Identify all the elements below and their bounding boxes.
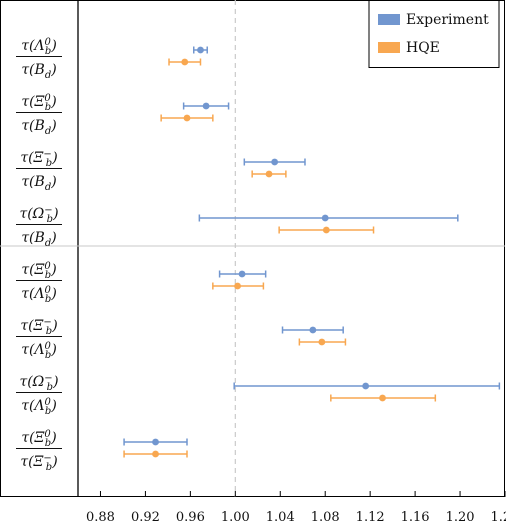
legend-label-experiment: Experiment [406, 12, 489, 28]
hqe-bar-point [152, 450, 159, 458]
ratio-numerator: τ(Ω− b) [19, 205, 58, 225]
experiment-bar-point [309, 326, 317, 334]
hqe-bar-point [181, 58, 189, 66]
error-bars [123, 46, 501, 458]
hqe-bar [160, 114, 214, 122]
x-tick-label: 0.96 [176, 510, 205, 525]
ratio-numerator: τ(Ξ− b) [20, 149, 57, 169]
ratio-numerator: τ(Λ0 b) [21, 37, 57, 57]
ratio-numerator: τ(Ξ0 b) [21, 261, 56, 281]
row-label-5: τ(Ξ− b) τ(Λ0 b) [16, 317, 62, 361]
experiment-bar [233, 382, 501, 390]
row-labels: τ(Λ0 b)τ(Bd)τ(Ξ0 b)τ(Bd)τ(Ξ− b)τ(Bd)τ(Ω− b)τ… [16, 37, 62, 473]
x-axis-ticks: 0.88 0.92 0.96 1.00 1.04 1.08 1.12 1.16 1.20 1.24 [86, 491, 506, 525]
x-tick-label: 1.00 [221, 510, 250, 525]
experiment-bar-point [362, 382, 370, 390]
ratio-denominator: τ(Bd) [21, 174, 56, 193]
experiment-bar [281, 326, 344, 334]
ratio-denominator: τ(Ξ− b) [20, 453, 57, 473]
legend: Experiment HQE [368, 0, 500, 68]
ratio-numerator: τ(Ξ0 b) [21, 93, 56, 113]
experiment-bar [182, 102, 230, 110]
experiment-bar [192, 46, 208, 54]
hqe-bar-point [265, 170, 273, 178]
ratio-numerator: τ(Ξ− b) [20, 317, 57, 337]
ratio-denominator: τ(Bd) [21, 62, 56, 81]
experiment-bar-point [321, 214, 329, 222]
experiment-bar [218, 270, 267, 278]
ratio-numerator: τ(Ω− b) [19, 373, 58, 393]
legend-swatch-hqe [378, 42, 400, 53]
hqe-bar [298, 338, 347, 346]
x-tick-label: 1.16 [401, 510, 430, 525]
ratio-denominator: τ(Λ0 b) [21, 341, 57, 361]
hqe-bar-point [322, 226, 330, 234]
experiment-bar [123, 438, 188, 446]
legend-swatch-experiment [378, 14, 400, 25]
hqe-bar-point [379, 394, 386, 402]
x-tick-label: 1.04 [266, 510, 295, 525]
x-tick-label: 0.92 [131, 510, 160, 525]
experiment-bar [243, 158, 306, 166]
hqe-bar [251, 170, 287, 178]
experiment-bar-point [197, 46, 204, 54]
x-tick-label: 1.24 [491, 510, 506, 525]
ratio-denominator: τ(Λ0 b) [21, 285, 57, 305]
row-label-3: τ(Ω− b) τ(Bd) [16, 205, 62, 249]
row-label-1: τ(Ξ0 b) τ(Bd) [16, 93, 62, 137]
row-label-0: τ(Λ0 b) τ(Bd) [16, 37, 62, 81]
experiment-bar-point [202, 102, 210, 110]
legend-label-hqe: HQE [406, 40, 440, 56]
row-label-2: τ(Ξ− b) τ(Bd) [16, 149, 62, 193]
x-tick-label: 1.12 [356, 510, 385, 525]
plot-frame [0, 0, 505, 497]
experiment-bar-point [238, 270, 246, 278]
ratio-denominator: τ(Bd) [21, 230, 56, 249]
x-tick-label: 1.08 [311, 510, 340, 525]
hqe-bar [123, 450, 188, 458]
ratio-numerator: τ(Ξ0 b) [21, 429, 56, 449]
x-tick-label: 1.20 [446, 510, 475, 525]
legend-box [368, 0, 500, 68]
hqe-bar [168, 58, 202, 66]
hqe-bar [330, 394, 437, 402]
row-label-6: τ(Ω− b) τ(Λ0 b) [16, 373, 62, 417]
ratio-denominator: τ(Λ0 b) [21, 397, 57, 417]
ratio-denominator: τ(Bd) [21, 118, 56, 137]
experiment-bar-point [152, 438, 159, 446]
hqe-bar-point [318, 338, 326, 346]
experiment-bar [198, 214, 459, 222]
experiment-bar-point [271, 158, 279, 166]
hqe-bar-point [234, 282, 241, 290]
x-tick-label: 0.88 [86, 510, 115, 525]
hqe-bar-point [183, 114, 191, 122]
hqe-bar [278, 226, 375, 234]
hqe-bar [212, 282, 265, 290]
row-label-4: τ(Ξ0 b) τ(Λ0 b) [16, 261, 62, 305]
row-label-7: τ(Ξ0 b) τ(Ξ− b) [16, 429, 62, 473]
